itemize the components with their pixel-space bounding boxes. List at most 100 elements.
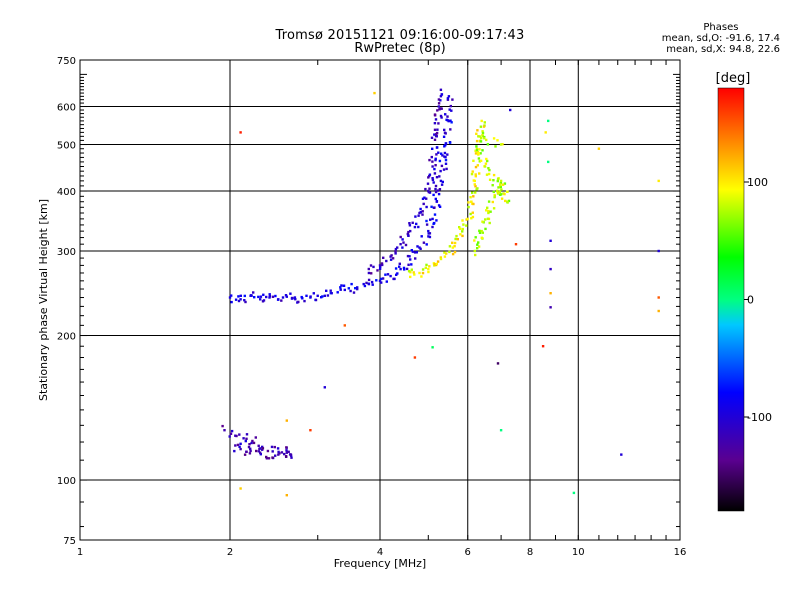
data-point — [507, 199, 511, 203]
grid-lines — [80, 60, 680, 540]
data-point — [474, 173, 477, 176]
data-point — [381, 263, 384, 267]
data-point — [445, 167, 448, 171]
data-point — [430, 205, 433, 208]
data-point — [434, 157, 437, 160]
data-point — [439, 169, 442, 173]
data-point — [458, 227, 462, 230]
data-point — [509, 108, 512, 112]
data-point — [373, 91, 376, 95]
data-point — [485, 138, 488, 142]
data-point — [433, 138, 437, 141]
data-point — [456, 238, 459, 241]
data-point — [471, 211, 474, 214]
data-point — [451, 246, 454, 249]
data-point — [472, 195, 475, 198]
data-point — [362, 282, 365, 286]
data-point — [453, 245, 456, 248]
data-point — [506, 200, 509, 203]
data-point — [356, 287, 359, 291]
data-point — [394, 267, 398, 270]
data-point — [261, 448, 264, 451]
data-point — [480, 236, 483, 239]
data-point — [491, 200, 494, 204]
data-point — [433, 221, 436, 225]
data-point — [261, 447, 265, 450]
data-point — [487, 167, 490, 170]
data-point — [480, 119, 483, 123]
data-point — [479, 125, 483, 128]
data-point — [450, 109, 453, 112]
data-point — [439, 107, 442, 110]
data-point — [385, 259, 388, 263]
data-point — [434, 158, 437, 162]
data-point — [228, 296, 232, 299]
data-point — [255, 449, 258, 453]
data-point — [290, 297, 294, 300]
phase-stats-o: mean, sd,O: -91.6, 17.4 — [661, 33, 780, 44]
data-point — [486, 217, 490, 220]
data-point — [475, 148, 479, 152]
data-point — [493, 195, 496, 198]
data-point — [381, 277, 385, 280]
data-point — [427, 267, 430, 271]
data-point — [544, 131, 547, 134]
data-point — [401, 246, 404, 249]
data-points — [221, 88, 660, 497]
data-point — [419, 207, 422, 211]
data-point — [273, 445, 276, 449]
data-point — [484, 162, 488, 165]
x-tick-label: 4 — [377, 547, 383, 558]
data-point — [434, 197, 437, 201]
data-point — [268, 296, 271, 299]
data-point — [471, 191, 474, 194]
data-point — [486, 206, 489, 209]
data-point — [442, 168, 446, 171]
data-point — [472, 159, 475, 162]
data-point — [230, 294, 233, 297]
data-point — [380, 262, 384, 265]
data-point — [501, 143, 504, 146]
data-point — [406, 232, 409, 236]
data-point — [447, 95, 451, 98]
data-point — [503, 192, 506, 196]
data-point — [437, 122, 440, 125]
data-point — [239, 487, 242, 490]
data-point — [329, 289, 332, 292]
data-point — [433, 206, 436, 209]
data-point — [384, 273, 387, 276]
data-point — [265, 457, 269, 460]
data-point — [420, 275, 423, 278]
data-point — [420, 235, 423, 238]
data-point — [491, 184, 494, 187]
data-point — [476, 129, 479, 132]
data-point — [499, 429, 503, 432]
data-point — [435, 176, 439, 179]
data-point — [261, 445, 264, 449]
data-point — [365, 281, 368, 285]
data-point — [414, 215, 417, 218]
data-point — [445, 252, 448, 255]
data-point — [620, 453, 623, 456]
data-point — [435, 133, 438, 136]
data-point — [434, 190, 438, 194]
data-point — [447, 119, 451, 123]
data-point — [440, 93, 444, 96]
data-point — [323, 386, 326, 389]
chart-subtitle: RwPretec (8p) — [354, 41, 446, 56]
data-point — [547, 160, 550, 164]
data-point — [257, 450, 261, 453]
data-point — [465, 224, 468, 227]
colorbar-tick-label: 100 — [747, 176, 768, 189]
data-point — [488, 221, 491, 225]
data-point — [439, 257, 443, 261]
data-point — [433, 172, 437, 175]
data-point — [470, 172, 474, 176]
data-point — [233, 449, 236, 453]
data-point — [238, 433, 241, 436]
data-point — [428, 174, 431, 178]
data-point — [433, 264, 436, 267]
y-tick-label: 100 — [57, 476, 76, 487]
data-point — [435, 135, 438, 138]
data-point — [339, 286, 342, 289]
